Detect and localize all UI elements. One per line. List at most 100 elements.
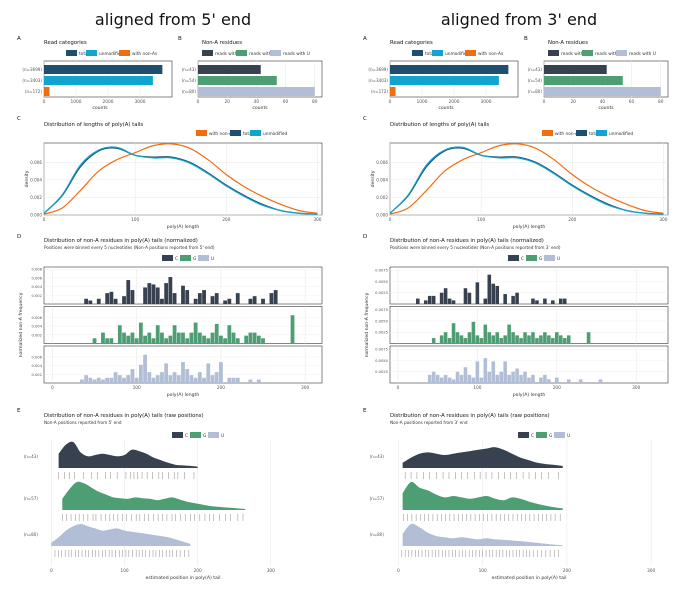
category-label-reads-c: (n=43) xyxy=(182,67,197,72)
normalized-bar-u xyxy=(117,375,122,383)
raw-title: Distribution of non-A residues in poly(A… xyxy=(44,413,204,419)
normalized-bar-c xyxy=(543,298,547,304)
normalized-bar-c xyxy=(193,298,198,304)
legend-unmodified-label: unmodified xyxy=(99,51,124,57)
normalized-bar-u xyxy=(483,358,488,383)
length-density-xlabel: poly(A) length xyxy=(167,224,200,230)
normalized-bar-u xyxy=(168,375,173,383)
legend-c-with-non-as-swatch xyxy=(196,130,207,136)
normalized-bar-u xyxy=(88,377,93,383)
length-density-tick-label: 200 xyxy=(568,217,576,223)
non-a-residues-tick-label: 60 xyxy=(629,99,635,105)
legend-c-with-non-as-label: with non-As xyxy=(209,131,235,137)
panel-letter-c: C xyxy=(363,116,367,122)
normalized-bar-g xyxy=(487,332,492,344)
normalized-bar-g xyxy=(138,322,143,344)
density-line-unmodified xyxy=(389,146,664,215)
ridge-label-u: (n=80) xyxy=(370,532,385,537)
legend-reads-u-label: reads with U xyxy=(629,51,656,57)
non-a-residues-title: Non-A residues xyxy=(548,40,588,46)
legend-unmodified-swatch xyxy=(432,50,443,56)
length-density-ytick-label: 0.004 xyxy=(376,177,388,182)
normalized-bar-u xyxy=(459,374,464,383)
normalized-bar-u xyxy=(543,374,547,383)
normalized-bar-g xyxy=(451,323,456,344)
legend-e-g-label: G xyxy=(549,433,552,439)
ridge-g xyxy=(62,481,246,510)
normalized-bar-g xyxy=(290,315,295,344)
normalized-bar-c xyxy=(487,274,492,304)
normalized-bar-u xyxy=(547,379,551,383)
legend-reads-c-label: reads with C xyxy=(215,51,242,57)
normalized-bar-u xyxy=(164,363,169,383)
normalized-bar-c xyxy=(463,288,468,304)
legend-unmodified-label: unmodified xyxy=(445,51,470,57)
legend-reads-c-swatch xyxy=(548,50,559,56)
normalized-bar-c xyxy=(214,293,219,304)
legend-c-unmodified-swatch xyxy=(596,130,607,136)
bar-reads-g xyxy=(544,76,623,85)
normalized-bar-u xyxy=(487,371,492,383)
density-line-unmodified xyxy=(43,146,318,215)
normalized-bar-u xyxy=(467,374,472,383)
normalized-bar-c xyxy=(495,285,500,304)
non-a-residues-tick-label: 60 xyxy=(283,99,289,105)
category-label-total: (n=3699) xyxy=(22,67,42,72)
normalized-bar-g xyxy=(547,335,551,344)
legend-e-c-swatch xyxy=(518,432,529,438)
legend-e-c-label: C xyxy=(185,433,188,439)
normalized-bar-g xyxy=(185,338,190,344)
normalized-ytick-label: 0.006 xyxy=(31,276,42,280)
read-categories-title: Read categories xyxy=(44,40,87,46)
normalized-bar-u xyxy=(463,367,468,383)
legend-d-g-label: G xyxy=(193,256,196,262)
normalized-bar-u xyxy=(256,379,261,383)
normalized-bar-u xyxy=(507,374,511,383)
normalized-bar-g xyxy=(459,335,464,344)
legend-e-g-swatch xyxy=(190,432,201,438)
normalized-bar-g xyxy=(176,332,181,344)
normalized-ytick-label: 0.0075 xyxy=(375,308,389,312)
category-label-total: (n=3699) xyxy=(368,67,388,72)
length-density-ytick-label: 0.006 xyxy=(376,160,388,165)
read-categories-tick-label: 3000 xyxy=(135,99,146,105)
raw-tick-label: 0 xyxy=(50,568,53,574)
legend-e-u-label: U xyxy=(567,433,570,439)
normalized-subtitle: Positions were binned every 5 nucleotide… xyxy=(390,245,561,250)
normalized-bar-u xyxy=(527,377,531,383)
normalized-bar-c xyxy=(252,296,257,304)
length-density-tick-label: 100 xyxy=(477,217,485,223)
normalized-bar-u xyxy=(105,377,110,383)
legend-reads-c-label: reads with C xyxy=(561,51,588,57)
normalized-bar-c xyxy=(155,287,160,304)
legend-d-g-swatch xyxy=(526,255,537,261)
panel-letter-a: A xyxy=(363,36,367,42)
normalized-bar-g xyxy=(244,335,249,344)
length-density-ytick-label: 0.006 xyxy=(30,160,42,165)
legend-d-c-swatch xyxy=(508,255,519,261)
non-a-residues-tick-label: 0 xyxy=(197,99,200,105)
normalized-bar-u xyxy=(235,377,240,383)
legend-e-u-swatch xyxy=(554,432,565,438)
normalized-bar-g xyxy=(523,332,527,344)
normalized-bar-u xyxy=(499,371,503,383)
normalized-ylabel: normalized non-A frequency xyxy=(18,292,24,357)
ridge-label-c: (n=43) xyxy=(370,454,385,459)
normalized-bar-g xyxy=(499,338,503,344)
length-density-tick-label: 0 xyxy=(43,217,46,223)
normalized-bar-c xyxy=(130,290,135,304)
normalized-bar-c xyxy=(143,287,147,304)
legend-c-total-label: total xyxy=(243,131,253,137)
bar-reads-c xyxy=(544,65,607,74)
normalized-bar-c xyxy=(113,298,118,304)
normalized-bar-g xyxy=(181,332,185,344)
normalized-bar-u xyxy=(206,363,211,383)
normalized-bar-u xyxy=(214,372,219,383)
normalized-bar-g xyxy=(117,325,122,344)
normalized-bar-g xyxy=(511,332,515,344)
normalized-bar-g xyxy=(491,335,496,344)
normalized-bar-g xyxy=(527,335,531,344)
normalized-bar-g xyxy=(543,332,547,344)
normalized-bar-u xyxy=(138,364,143,383)
normalized-bar-g xyxy=(551,338,555,344)
